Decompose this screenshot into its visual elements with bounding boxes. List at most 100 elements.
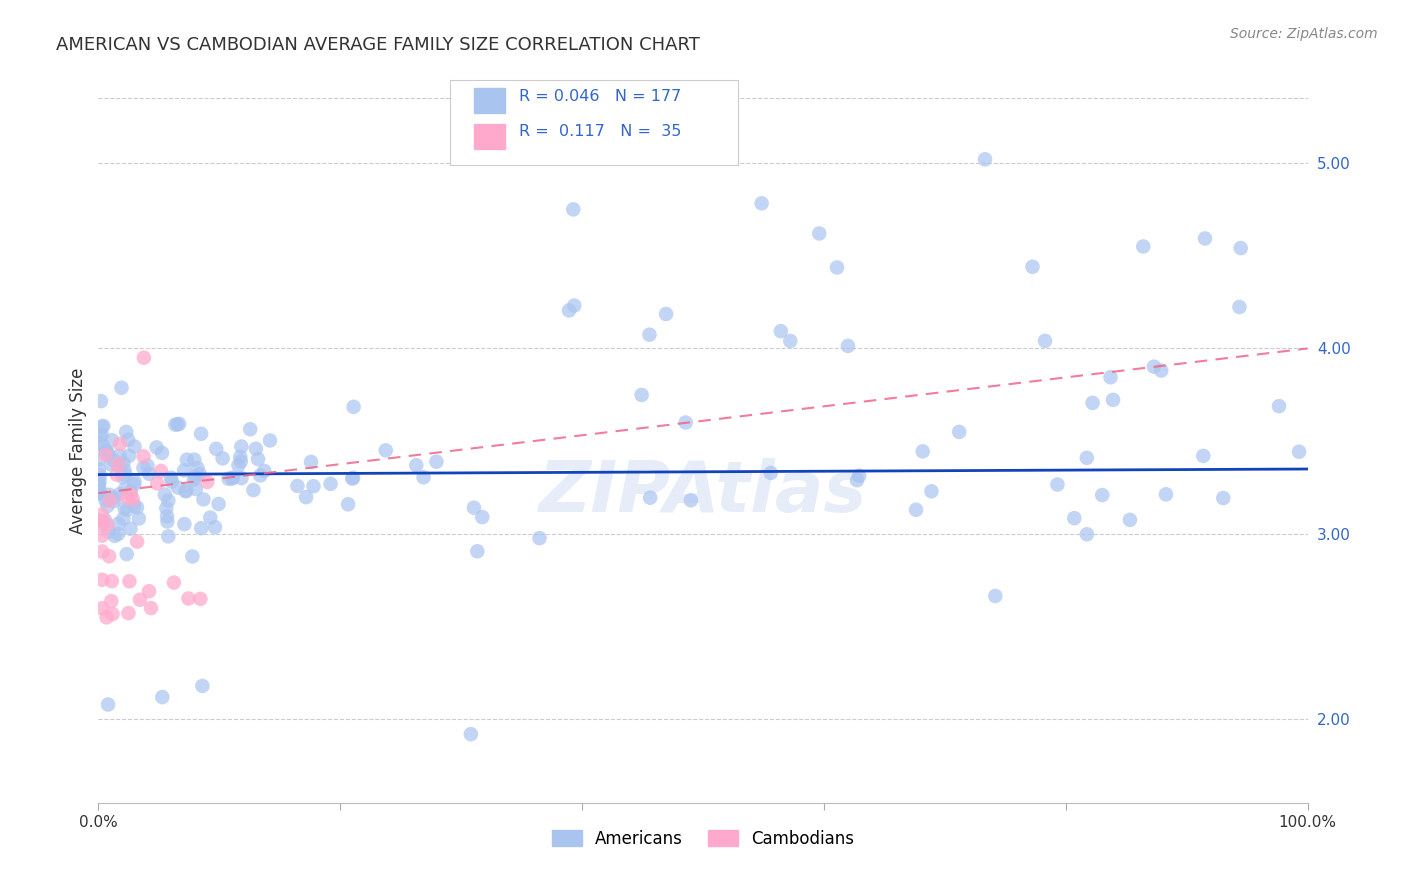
Point — [176, 452, 198, 467]
Point — [188, 467, 211, 481]
Point — [190, 521, 212, 535]
Point — [101, 434, 124, 448]
Point — [89, 474, 111, 488]
Point — [115, 491, 138, 505]
Point — [124, 477, 146, 491]
Point — [974, 153, 997, 167]
Point — [630, 388, 652, 402]
Point — [117, 433, 139, 447]
Point — [562, 299, 585, 313]
Point — [94, 448, 117, 462]
Point — [181, 549, 204, 564]
Point — [1143, 359, 1166, 374]
Point — [139, 601, 162, 615]
Point — [96, 610, 118, 624]
Point — [129, 592, 152, 607]
Point — [94, 513, 117, 527]
Point — [319, 476, 342, 491]
Point — [239, 422, 262, 436]
Point — [87, 452, 110, 467]
Point — [340, 472, 363, 486]
Point — [174, 484, 197, 499]
Point — [190, 591, 212, 606]
Text: R = 0.046   N = 177: R = 0.046 N = 177 — [519, 89, 681, 103]
Point — [1091, 488, 1114, 502]
Point — [120, 522, 142, 536]
Text: ZIPAtlas: ZIPAtlas — [538, 458, 868, 527]
Point — [837, 339, 859, 353]
Point — [425, 455, 447, 469]
Point — [160, 475, 183, 489]
Point — [846, 473, 869, 487]
Point — [173, 517, 195, 532]
Point — [91, 419, 114, 434]
Point — [1076, 527, 1098, 541]
Point — [1102, 392, 1125, 407]
Point — [100, 594, 122, 608]
Point — [105, 467, 128, 482]
Point — [287, 479, 309, 493]
Point — [107, 459, 129, 474]
Point — [342, 471, 364, 485]
Point — [150, 446, 173, 460]
Point — [529, 531, 551, 545]
Point — [97, 524, 120, 539]
Point — [562, 202, 585, 217]
Point — [120, 487, 142, 501]
Point — [1021, 260, 1043, 274]
Point — [157, 493, 180, 508]
Point — [920, 484, 942, 499]
Point — [905, 502, 928, 516]
Point — [100, 458, 122, 472]
Point — [108, 487, 131, 501]
Point — [91, 439, 114, 453]
Point — [208, 497, 231, 511]
Point — [103, 494, 125, 508]
Point — [101, 607, 124, 621]
Point — [465, 544, 488, 558]
Point — [156, 515, 179, 529]
Point — [90, 394, 112, 409]
Point — [183, 473, 205, 487]
Point — [187, 461, 209, 475]
Point — [87, 436, 110, 450]
Point — [115, 503, 138, 517]
Point — [259, 434, 281, 448]
Point — [228, 458, 250, 473]
Point — [96, 499, 118, 513]
Point — [87, 513, 110, 527]
Point — [193, 492, 215, 507]
Point — [145, 441, 167, 455]
Point — [157, 529, 180, 543]
Point — [138, 584, 160, 599]
Text: Source: ZipAtlas.com: Source: ZipAtlas.com — [1230, 27, 1378, 41]
Point — [190, 426, 212, 441]
Point — [98, 488, 121, 502]
Point — [984, 589, 1007, 603]
Text: AMERICAN VS CAMBODIAN AVERAGE FAMILY SIZE CORRELATION CHART: AMERICAN VS CAMBODIAN AVERAGE FAMILY SIZ… — [56, 36, 700, 54]
Point — [218, 472, 240, 486]
Point — [146, 476, 169, 491]
Point — [1194, 231, 1216, 245]
Point — [558, 303, 581, 318]
Point — [107, 516, 129, 531]
Point — [108, 437, 131, 451]
Point — [114, 467, 136, 482]
Point — [412, 470, 434, 484]
Point — [91, 419, 114, 434]
Point — [91, 573, 114, 587]
Point — [176, 483, 198, 498]
Point — [911, 444, 934, 458]
Point — [675, 416, 697, 430]
Point — [128, 511, 150, 525]
Point — [91, 508, 114, 522]
Point — [343, 400, 366, 414]
Point — [471, 510, 494, 524]
Point — [374, 443, 396, 458]
Point — [167, 481, 190, 495]
Point — [299, 455, 322, 469]
Point — [200, 510, 222, 524]
Point — [132, 450, 155, 464]
Point — [249, 468, 271, 483]
Point — [638, 327, 661, 342]
